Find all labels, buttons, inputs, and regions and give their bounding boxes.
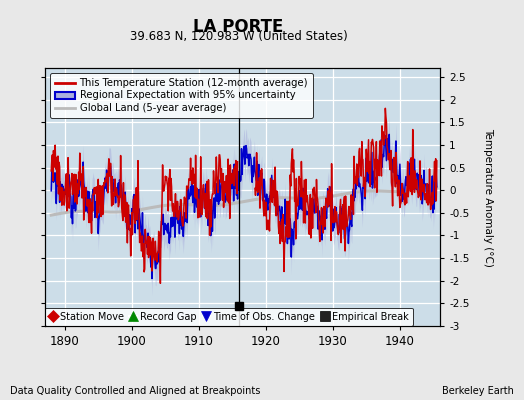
Text: Data Quality Controlled and Aligned at Breakpoints: Data Quality Controlled and Aligned at B… xyxy=(10,386,261,396)
Legend: Station Move, Record Gap, Time of Obs. Change, Empirical Break: Station Move, Record Gap, Time of Obs. C… xyxy=(45,308,413,326)
Y-axis label: Temperature Anomaly (°C): Temperature Anomaly (°C) xyxy=(484,128,494,266)
Text: 39.683 N, 120.983 W (United States): 39.683 N, 120.983 W (United States) xyxy=(129,30,347,43)
Text: LA PORTE: LA PORTE xyxy=(193,18,283,36)
Text: Berkeley Earth: Berkeley Earth xyxy=(442,386,514,396)
